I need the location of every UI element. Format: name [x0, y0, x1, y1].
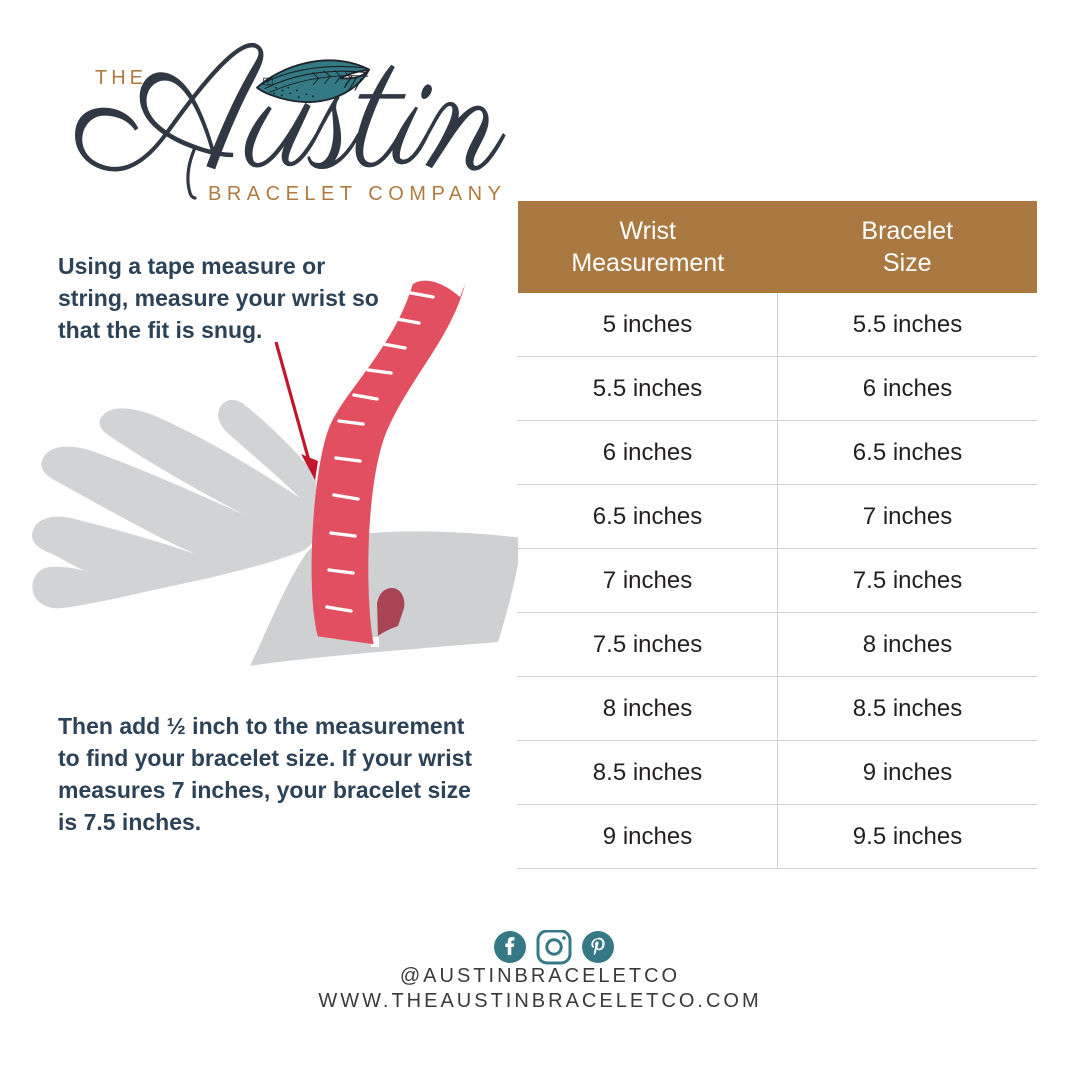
svg-text:Austin: Austin [75, 4, 507, 244]
